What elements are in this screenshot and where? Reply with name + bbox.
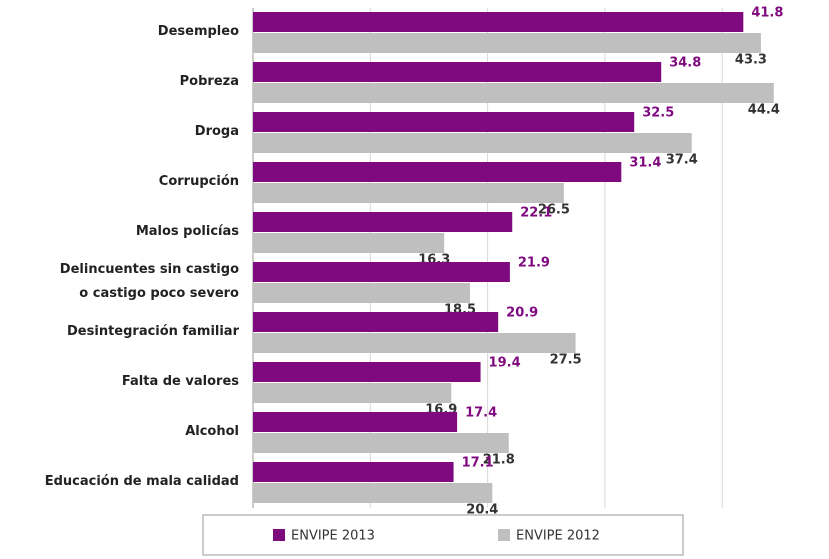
value-label: 31.4 bbox=[629, 156, 661, 171]
bar bbox=[253, 33, 761, 53]
bar bbox=[253, 383, 452, 403]
bar bbox=[253, 262, 510, 282]
value-label: 27.5 bbox=[550, 353, 582, 368]
value-label: 41.8 bbox=[751, 6, 783, 21]
bar bbox=[253, 433, 509, 453]
legend-swatch bbox=[498, 529, 510, 541]
bar bbox=[253, 83, 774, 103]
bar bbox=[253, 333, 576, 353]
bar bbox=[253, 462, 454, 482]
category-label: Corrupción bbox=[158, 174, 239, 189]
value-label: 22.1 bbox=[520, 206, 552, 221]
value-label: 37.4 bbox=[666, 153, 698, 168]
legend-label: ENVIPE 2012 bbox=[516, 529, 600, 544]
value-label: 20.9 bbox=[506, 306, 538, 321]
value-label: 26.5 bbox=[538, 203, 570, 218]
category-label: Malos policías bbox=[135, 224, 239, 239]
bar bbox=[253, 212, 513, 232]
category-label: Desintegración familiar bbox=[67, 324, 239, 339]
category-label: Delincuentes sin castigo o castigo poco … bbox=[59, 262, 239, 301]
bar bbox=[253, 12, 744, 32]
value-label: 43.3 bbox=[735, 53, 767, 68]
bar bbox=[253, 133, 692, 153]
value-label: 32.5 bbox=[642, 106, 674, 121]
category-label: Droga bbox=[194, 124, 239, 139]
bar bbox=[253, 412, 458, 432]
value-label: 21.8 bbox=[483, 453, 515, 468]
legend-swatch bbox=[273, 529, 285, 541]
bar bbox=[253, 112, 635, 132]
bar bbox=[253, 162, 622, 182]
bar bbox=[253, 283, 471, 303]
category-label: Falta de valores bbox=[121, 374, 239, 389]
value-label: 20.4 bbox=[466, 503, 498, 518]
value-label: 17.4 bbox=[465, 406, 497, 421]
category-label: Educación de mala calidad bbox=[44, 474, 239, 489]
bar bbox=[253, 233, 445, 253]
bar bbox=[253, 312, 499, 332]
bar bbox=[253, 62, 662, 82]
bar bbox=[253, 483, 493, 503]
value-label: 19.4 bbox=[489, 356, 521, 371]
bar bbox=[253, 362, 481, 382]
legend-label: ENVIPE 2013 bbox=[291, 529, 375, 544]
bar bbox=[253, 183, 564, 203]
category-label: Pobreza bbox=[179, 74, 239, 89]
value-label: 17.1 bbox=[462, 456, 494, 471]
value-label: 44.4 bbox=[748, 103, 780, 118]
category-label: Desempleo bbox=[157, 24, 239, 39]
value-label: 21.9 bbox=[518, 256, 550, 271]
category-label: Alcohol bbox=[185, 424, 239, 439]
value-label: 34.8 bbox=[669, 56, 701, 71]
